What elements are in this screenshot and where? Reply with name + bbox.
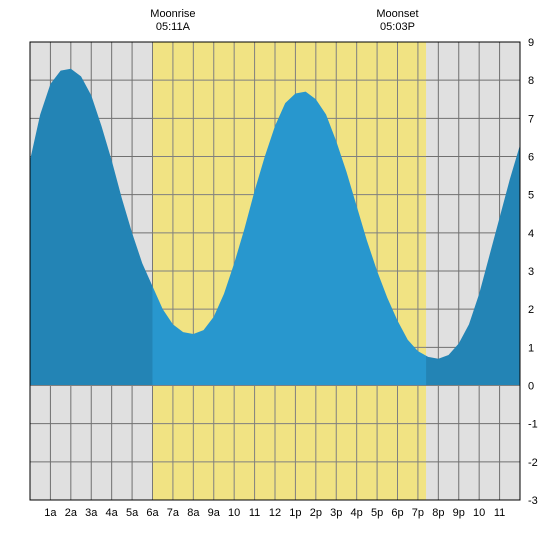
x-tick-label: 11 xyxy=(249,507,260,519)
y-tick-label: 9 xyxy=(528,37,534,49)
y-tick-label: 7 xyxy=(528,113,534,125)
y-tick-label: 6 xyxy=(528,152,534,164)
annotation-time: 05:11A xyxy=(150,21,195,34)
x-tick-label: 9p xyxy=(453,507,465,519)
night-overlay-0 xyxy=(30,42,153,500)
x-tick-label: 6a xyxy=(146,507,159,519)
x-tick-label: 7p xyxy=(412,507,424,519)
y-tick-label: 1 xyxy=(528,342,534,354)
x-tick-label: 12 xyxy=(269,507,281,519)
x-tick-label: 9a xyxy=(208,507,221,519)
tide-chart: 1a2a3a4a5a6a7a8a9a1011121p2p3p4p5p6p7p8p… xyxy=(0,0,550,550)
night-overlay-1 xyxy=(426,42,520,500)
x-tick-label: 8p xyxy=(432,507,444,519)
y-tick-label: -3 xyxy=(528,495,538,507)
x-tick-label: 6p xyxy=(391,507,403,519)
x-tick-label: 5p xyxy=(371,507,383,519)
annotation-moonset: Moonset05:03P xyxy=(376,8,418,34)
x-tick-label: 8a xyxy=(187,507,200,519)
x-tick-label: 11 xyxy=(494,507,505,519)
annotation-label: Moonset xyxy=(376,8,418,20)
annotation-label: Moonrise xyxy=(150,8,195,20)
y-tick-label: 2 xyxy=(528,304,534,316)
x-tick-label: 2p xyxy=(310,507,322,519)
x-tick-label: 1p xyxy=(289,507,301,519)
x-tick-label: 7a xyxy=(167,507,180,519)
x-tick-label: 4p xyxy=(351,507,363,519)
chart-svg: 1a2a3a4a5a6a7a8a9a1011121p2p3p4p5p6p7p8p… xyxy=(0,0,550,550)
x-tick-label: 4a xyxy=(106,507,119,519)
y-tick-label: 0 xyxy=(528,381,534,393)
x-tick-label: 10 xyxy=(228,507,240,519)
y-tick-label: -1 xyxy=(528,419,538,431)
y-tick-label: 3 xyxy=(528,266,534,278)
annotation-time: 05:03P xyxy=(376,21,418,34)
annotation-moonrise: Moonrise05:11A xyxy=(150,8,195,34)
y-tick-label: 8 xyxy=(528,75,534,87)
y-tick-label: 5 xyxy=(528,190,534,202)
x-tick-label: 3a xyxy=(85,507,98,519)
x-tick-label: 1a xyxy=(44,507,57,519)
x-tick-label: 3p xyxy=(330,507,342,519)
y-tick-label: 4 xyxy=(528,228,534,240)
y-tick-label: -2 xyxy=(528,457,538,469)
x-tick-label: 10 xyxy=(473,507,485,519)
x-tick-label: 2a xyxy=(65,507,78,519)
x-tick-label: 5a xyxy=(126,507,139,519)
